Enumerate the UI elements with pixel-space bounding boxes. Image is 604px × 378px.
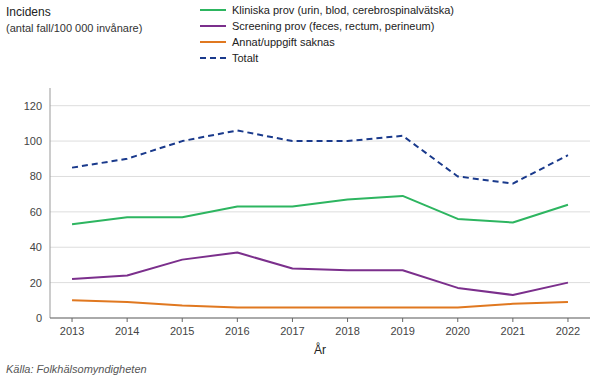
x-tick-label: 2013 (60, 325, 84, 337)
x-tick (237, 318, 238, 322)
legend-label: Annat/uppgift saknas (232, 36, 335, 48)
y-tick-label: 80 (30, 170, 42, 182)
y-tick-label: 20 (30, 277, 42, 289)
x-tick-label: 2018 (335, 325, 359, 337)
plot-area (72, 130, 568, 307)
x-tick-label: 2017 (280, 325, 304, 337)
subtitle: (antal fall/100 000 invånare) (6, 22, 142, 34)
x-tick (182, 318, 183, 322)
x-tick (567, 318, 568, 322)
x-axis-label: År (314, 342, 326, 357)
grid-line (50, 247, 590, 248)
line (72, 130, 568, 183)
line (72, 253, 568, 295)
x-tick (402, 318, 403, 322)
grid-line (50, 282, 590, 283)
y-tick-label: 0 (36, 312, 42, 324)
y-axis-line (50, 88, 51, 318)
grid-line (50, 211, 590, 212)
chart: 0204060801001202013201420152016201720182… (0, 0, 604, 378)
x-tick (512, 318, 513, 322)
legend-swatch (200, 25, 226, 27)
x-tick-label: 2019 (390, 325, 414, 337)
legend-label: Totalt (232, 52, 258, 64)
legend-swatch (200, 9, 226, 11)
x-axis-line (50, 318, 590, 319)
grid-line (50, 176, 590, 177)
x-tick (72, 318, 73, 322)
legend-label: Screening prov (feces, rectum, perineum) (232, 20, 434, 32)
line (72, 300, 568, 307)
x-tick-label: 2014 (115, 325, 139, 337)
line (72, 196, 568, 224)
x-axis: 2013 2014 2015 2016 2017 2018 2019 2020 2021 2022… (50, 318, 590, 357)
x-tick-label: 2021 (501, 325, 525, 337)
legend-swatch (200, 57, 226, 59)
y-tick-label: 120 (24, 100, 42, 112)
x-tick-label: 2015 (170, 325, 194, 337)
legend-label: Kliniska prov (urin, blod, cerebrospinal… (232, 4, 454, 16)
x-tick (127, 318, 128, 322)
grid-line (50, 105, 590, 106)
y-tick-label: 60 (30, 206, 42, 218)
legend: Kliniska prov (urin, blod, cerebrospinal… (200, 4, 454, 64)
x-tick-label: 2022 (556, 325, 580, 337)
y-axis-label: Incidens (6, 5, 51, 19)
y-tick-label: 100 (24, 135, 42, 147)
legend-swatch (200, 41, 226, 43)
x-tick (292, 318, 293, 322)
grid-line (50, 318, 590, 319)
x-tick (457, 318, 458, 322)
x-tick-label: 2016 (225, 325, 249, 337)
x-tick (347, 318, 348, 322)
annotation: Källa: Folkhälsomyndigheten (6, 363, 147, 375)
y-axis: 0 20 40 60 80 100 120 (24, 88, 590, 324)
x-tick-label: 2020 (446, 325, 470, 337)
y-tick-label: 40 (30, 241, 42, 253)
